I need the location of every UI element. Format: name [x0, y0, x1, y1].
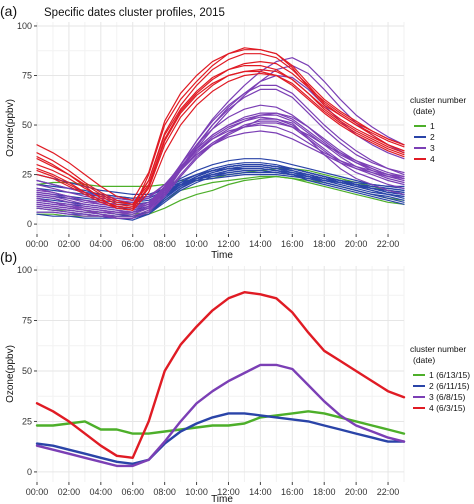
series-line-cluster-3 — [36, 57, 405, 213]
y-tick-label: 0 — [27, 467, 32, 477]
series-line-cluster-4 — [36, 60, 405, 205]
panel-a: (a) Specific dates cluster profiles, 201… — [0, 3, 466, 261]
x-tick-label: 22:00 — [377, 239, 400, 249]
series-line-cluster-4 — [35, 291, 406, 459]
x-tick-label: 10:00 — [185, 239, 208, 249]
series-line-cluster-3 — [36, 122, 405, 207]
y-tick-label: 50 — [22, 120, 32, 130]
y-tick-label: 75 — [22, 316, 32, 326]
x-tick-label: 14:00 — [249, 487, 272, 497]
legend-label-cluster-1: 1 — [430, 121, 435, 131]
x-tick-label: 02:00 — [58, 487, 81, 497]
x-tick-label: 14:00 — [249, 239, 272, 249]
chart-a-series — [36, 47, 405, 221]
chart-a-x-ticks: 00:00 02:00 04:00 06:00 08:00 10:00 12:00 14:00… — [26, 234, 400, 249]
y-tick-label: 25 — [22, 416, 32, 426]
chart-a-legend-title-line2: (date) — [413, 106, 435, 116]
series-line-cluster-4 — [36, 72, 405, 211]
x-tick-label: 12:00 — [217, 487, 240, 497]
series-line-cluster-4 — [36, 53, 405, 205]
series-line-cluster-3 — [35, 363, 406, 468]
x-tick-label: 18:00 — [313, 487, 336, 497]
y-tick-label: 100 — [17, 265, 32, 275]
y-tick-label: 100 — [17, 21, 32, 31]
chart-a-x-label: Time — [211, 250, 233, 261]
panel-b-label: (b) — [0, 249, 17, 265]
series-line-cluster-3 — [36, 124, 405, 203]
x-tick-label: 22:00 — [377, 487, 400, 497]
x-tick-label: 04:00 — [90, 487, 113, 497]
series-line-cluster-4 — [36, 70, 405, 209]
panel-b: (b) 00:00 02:00 04:00 06:00 08:00 10:00 12:00 1… — [0, 249, 470, 504]
x-tick-label: 20:00 — [345, 487, 368, 497]
chart-b-legend-title-line1: cluster number — [410, 344, 466, 354]
series-line-cluster-3 — [36, 88, 405, 217]
chart-b-series — [35, 291, 406, 468]
panel-a-label: (a) — [0, 3, 17, 19]
x-tick-label: 06:00 — [121, 487, 144, 497]
legend-label-cluster-1: 1 (6/13/15) — [429, 370, 470, 380]
series-line-cluster-2 — [35, 412, 406, 465]
chart-a-y-ticks: 0 25 50 75 100 — [17, 21, 37, 229]
chart-b-y-ticks: 0 25 50 75 100 — [17, 265, 37, 477]
y-tick-label: 50 — [22, 366, 32, 376]
x-tick-label: 10:00 — [185, 487, 208, 497]
x-tick-label: 08:00 — [153, 239, 176, 249]
series-line-cluster-4 — [36, 49, 405, 201]
legend-label-cluster-3: 3 (6/8/15) — [429, 392, 466, 402]
chart-b-legend: cluster number (date) 1 (6/13/15)2 (6/11… — [410, 344, 470, 413]
series-line-cluster-3 — [36, 112, 405, 213]
x-tick-label: 20:00 — [345, 239, 368, 249]
x-tick-label: 06:00 — [121, 239, 144, 249]
series-line-cluster-1 — [36, 168, 405, 195]
x-tick-label: 04:00 — [90, 239, 113, 249]
x-tick-label: 16:00 — [281, 239, 304, 249]
x-tick-label: 02:00 — [58, 239, 81, 249]
chart-a-legend-title-line1: cluster number — [410, 95, 466, 105]
series-line-cluster-4 — [36, 64, 405, 207]
x-tick-label: 00:00 — [26, 239, 49, 249]
chart-b-y-label: Ozone(ppbv) — [5, 345, 16, 403]
x-tick-label: 00:00 — [26, 487, 49, 497]
series-line-cluster-2 — [36, 158, 405, 199]
y-tick-label: 75 — [22, 70, 32, 80]
legend-label-cluster-4: 4 (6/3/15) — [429, 403, 466, 413]
legend-label-cluster-4: 4 — [430, 154, 435, 164]
chart-b-plot-area — [37, 266, 404, 482]
legend-label-cluster-2: 2 (6/11/15) — [429, 381, 470, 391]
series-line-cluster-3 — [36, 112, 405, 209]
chart-b-x-label: Time — [211, 494, 233, 504]
x-tick-label: 18:00 — [313, 239, 336, 249]
legend-label-cluster-3: 3 — [430, 143, 435, 153]
chart-b-x-ticks: 00:00 02:00 04:00 06:00 08:00 10:00 12:00 14:00… — [26, 482, 400, 497]
chart-b-legend-title-line2: (date) — [413, 355, 435, 365]
y-tick-label: 0 — [27, 219, 32, 229]
x-tick-label: 08:00 — [153, 487, 176, 497]
chart-a-y-label: Ozone(ppbv) — [5, 99, 16, 157]
x-tick-label: 16:00 — [281, 487, 304, 497]
series-line-cluster-3 — [36, 64, 405, 215]
x-tick-label: 12:00 — [217, 239, 240, 249]
chart-b-grid — [36, 266, 405, 482]
chart-a-grid — [36, 22, 405, 234]
chart-a-title: Specific dates cluster profiles, 2015 — [44, 7, 225, 19]
y-tick-label: 25 — [22, 170, 32, 180]
legend-label-cluster-2: 2 — [430, 132, 435, 142]
